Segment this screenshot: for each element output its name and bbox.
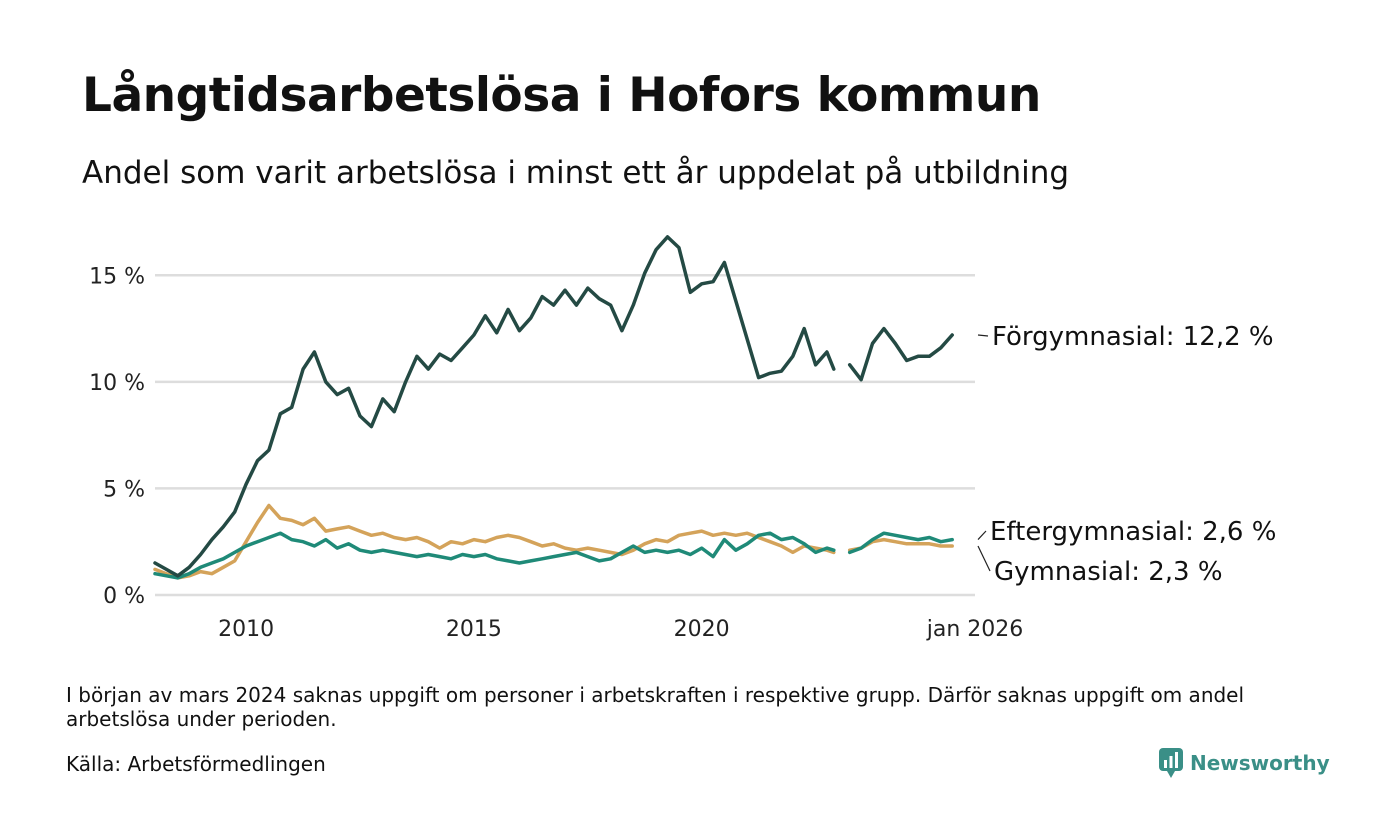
y-tick-label: 5 % [103, 477, 145, 502]
y-tick-label: 0 % [103, 584, 145, 609]
x-tick-label: jan 2026 [926, 617, 1024, 642]
end-label-eftergymnasial: Eftergymnasial: 2,6 % [990, 517, 1276, 547]
series-line-forgymnasial [153, 235, 836, 578]
y-tick-label: 15 % [89, 264, 145, 289]
line-chart: 0 % 5 % 10 % 15 % 2010 2015 2020 jan 2026 Förg… [89, 235, 1276, 642]
x-tick-label: 2015 [446, 617, 502, 642]
end-label-forgymnasial: Förgymnasial: 12,2 % [992, 322, 1274, 352]
newsworthy-logo: Newsworthy [1158, 747, 1330, 779]
chart-subtitle: Andel som varit arbetslösa i minst ett å… [82, 155, 1070, 191]
newsworthy-logo-icon [1159, 748, 1183, 778]
label-connector [977, 545, 991, 572]
chart-title: Långtidsarbetslösa i Hofors kommun [82, 68, 1041, 123]
grid-lines [155, 274, 975, 597]
label-connector [977, 334, 989, 337]
series-line-gymnasial [153, 503, 836, 580]
x-tick-label: 2010 [218, 617, 274, 642]
footnote: I början av mars 2024 saknas uppgift om … [66, 683, 1245, 731]
end-labels: Förgymnasial: 12,2 % Eftergymnasial: 2,6 … [977, 322, 1276, 587]
label-connector [977, 530, 987, 540]
x-axis-ticks: 2010 2015 2020 jan 2026 [218, 617, 1023, 642]
end-label-gymnasial: Gymnasial: 2,3 % [994, 557, 1223, 587]
series-line-eftergymnasial [847, 531, 954, 555]
series-line-eftergymnasial [153, 531, 836, 580]
y-axis-ticks: 0 % 5 % 10 % 15 % [89, 264, 145, 609]
source-credit: Källa: Arbetsförmedlingen [66, 752, 326, 776]
x-tick-label: 2020 [674, 617, 730, 642]
series-lines [153, 235, 954, 580]
y-tick-label: 10 % [89, 371, 145, 396]
newsworthy-logo-text: Newsworthy [1190, 751, 1330, 775]
series-line-forgymnasial [847, 326, 954, 382]
